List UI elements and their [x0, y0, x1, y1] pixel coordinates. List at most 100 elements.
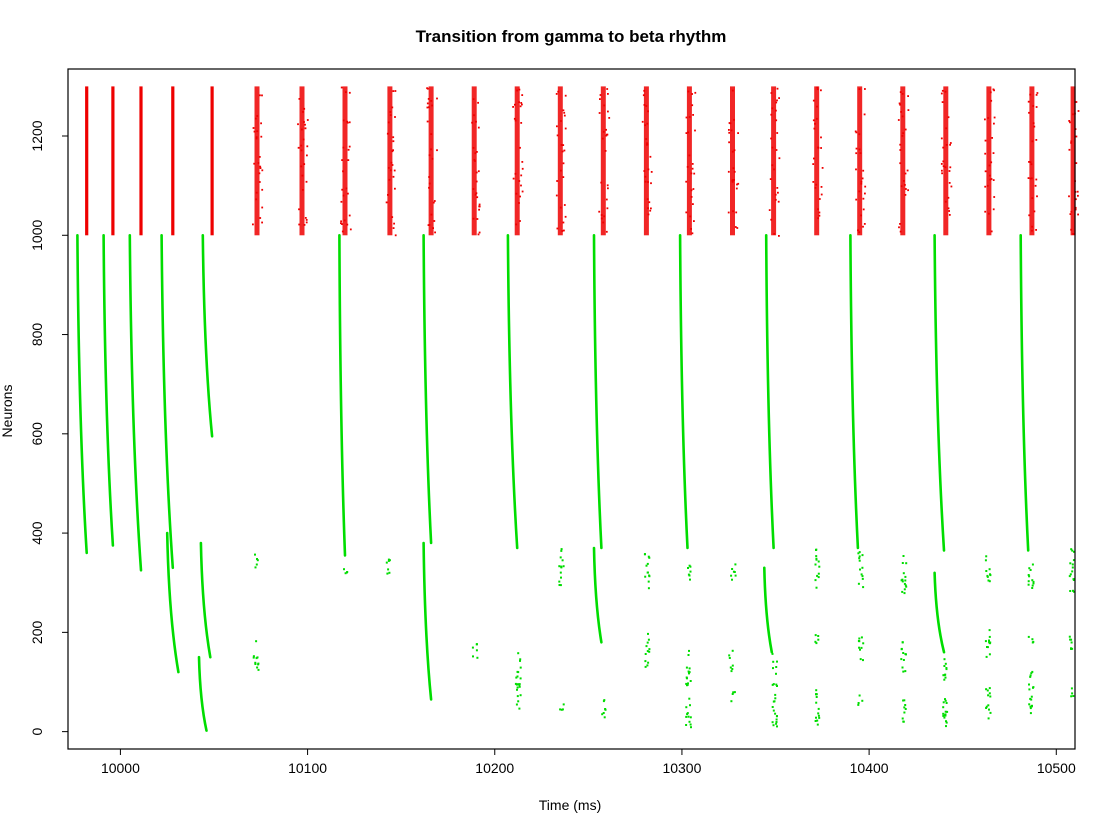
inhibitory-spike [773, 700, 776, 703]
excitatory-spike [777, 191, 779, 194]
inhibitory-spike [858, 559, 861, 562]
excitatory-spike [512, 177, 515, 180]
inhibitory-spike [776, 685, 778, 687]
excitatory-spike [774, 193, 777, 196]
excitatory-spike [346, 120, 348, 123]
excitatory-spike [561, 150, 564, 153]
excitatory-spike [989, 174, 991, 177]
excitatory-spike [1035, 178, 1038, 181]
excitatory-spike [812, 99, 815, 102]
inhibitory-spike [475, 649, 478, 652]
excitatory-spike [984, 139, 987, 142]
excitatory-spike [992, 208, 995, 211]
inhibitory-spike [988, 568, 991, 571]
excitatory-spike [948, 170, 951, 172]
inhibitory-spike [686, 677, 688, 680]
inhibitory-spike [772, 660, 775, 663]
excitatory-burst [643, 86, 649, 236]
inhibitory-spike [901, 580, 904, 583]
inhibitory-spike [644, 660, 647, 663]
excitatory-spike [261, 94, 263, 97]
excitatory-spike [300, 149, 303, 152]
excitatory-spike [302, 189, 304, 191]
inhibitory-spike [861, 577, 864, 580]
inhibitory-spike [944, 662, 947, 665]
inhibitory-spike [942, 674, 945, 677]
inhibitory-spike [988, 635, 991, 638]
inhibitory-spike [517, 683, 519, 686]
inhibitory-spike [860, 573, 863, 576]
inhibitory-spike [857, 702, 860, 704]
excitatory-spike [987, 117, 990, 119]
excitatory-burst [557, 86, 563, 236]
inhibitory-spike [601, 713, 604, 716]
excitatory-spike [1068, 195, 1070, 198]
excitatory-spike [777, 200, 780, 203]
inhibitory-spike [1031, 587, 1034, 589]
x-tick-label: 10300 [662, 760, 701, 776]
excitatory-spike [1035, 94, 1038, 96]
excitatory-spike [693, 220, 695, 222]
excitatory-spike [776, 132, 779, 134]
excitatory-spike [727, 211, 730, 214]
excitatory-spike [814, 122, 816, 125]
inhibitory-spike [988, 653, 991, 656]
excitatory-spike [555, 194, 558, 197]
inhibitory-spike [646, 664, 649, 667]
excitatory-spike [340, 200, 343, 203]
inhibitory-spike [1072, 589, 1074, 592]
excitatory-spike [949, 166, 952, 169]
inhibitory-spike [861, 566, 864, 569]
inhibitory-spike [815, 549, 817, 551]
inhibitory-spike [385, 561, 388, 564]
inhibitory-spike [1027, 574, 1030, 576]
excitatory-spike [560, 144, 563, 146]
excitatory-spike [345, 91, 347, 93]
inhibitory-spike [516, 695, 519, 698]
inhibitory-volley [506, 234, 519, 550]
excitatory-spike [298, 223, 301, 226]
excitatory-spike [348, 214, 351, 217]
inhibitory-spike [559, 708, 562, 711]
excitatory-spike [300, 144, 303, 147]
excitatory-spike [734, 226, 737, 228]
excitatory-spike [255, 136, 258, 139]
inhibitory-spike [255, 640, 258, 643]
excitatory-spike [650, 171, 653, 173]
inhibitory-spike [944, 710, 947, 713]
excitatory-spike [478, 208, 480, 211]
excitatory-spike [854, 130, 857, 133]
inhibitory-spike [517, 671, 520, 674]
excitatory-burst [900, 86, 906, 236]
inhibitory-spike [776, 725, 778, 728]
excitatory-spike [392, 175, 395, 178]
inhibitory-spike [902, 555, 905, 557]
excitatory-spike [306, 145, 309, 148]
inhibitory-spike [902, 670, 905, 673]
excitatory-spike [345, 187, 348, 190]
excitatory-spike [949, 142, 952, 144]
excitatory-spike [855, 198, 858, 201]
inhibitory-spike [814, 563, 817, 566]
inhibitory-spike [987, 579, 990, 582]
inhibitory-spike [386, 572, 389, 575]
excitatory-spike [561, 230, 564, 232]
excitatory-spike [775, 119, 778, 122]
inhibitory-spike [945, 721, 948, 724]
inhibitory-spike [944, 698, 946, 701]
inhibitory-spike [1071, 570, 1074, 573]
excitatory-spike [905, 188, 907, 190]
inhibitory-spike [988, 687, 991, 690]
excitatory-spike [607, 187, 609, 190]
inhibitory-spike [559, 556, 562, 559]
y-tick-label: 400 [29, 521, 45, 545]
excitatory-spike [471, 121, 473, 124]
excitatory-spike [862, 197, 865, 200]
excitatory-spike [475, 192, 478, 195]
inhibitory-spike [815, 716, 817, 719]
inhibitory-spike [989, 711, 992, 714]
inhibitory-spike [901, 590, 904, 593]
excitatory-spike [1036, 195, 1038, 198]
excitatory-spike [297, 123, 299, 126]
excitatory-spike [812, 181, 815, 183]
